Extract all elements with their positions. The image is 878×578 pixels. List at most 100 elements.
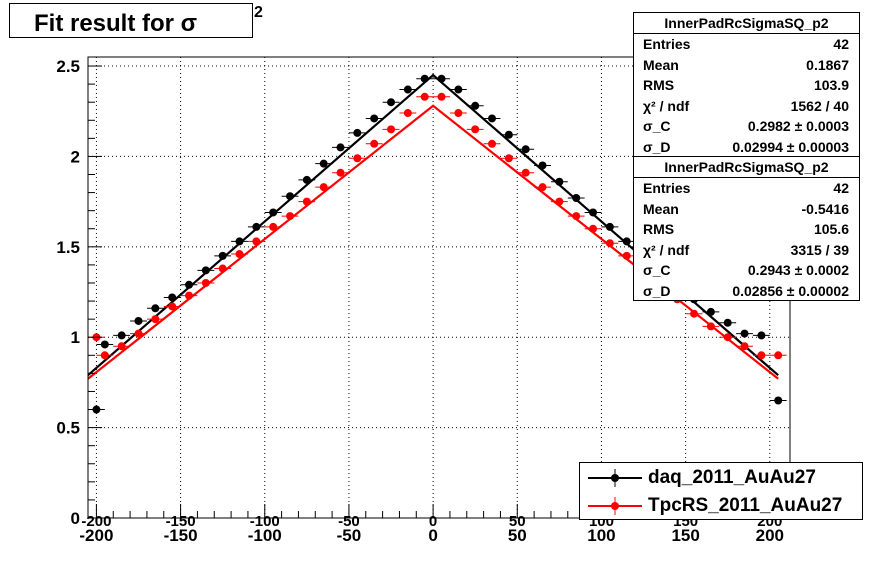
x-tick-label: 0 xyxy=(428,526,437,545)
data-point xyxy=(538,161,547,170)
data-point xyxy=(370,139,379,148)
stats-value: 0.2982 ± 0.0003 xyxy=(747,118,849,135)
data-point xyxy=(336,143,345,152)
data-point xyxy=(774,396,783,405)
data-point xyxy=(488,114,497,123)
x-tick-label: 50 xyxy=(508,526,527,545)
stats-label: Mean xyxy=(643,56,679,73)
stats-row: σ_C 0.2982 ± 0.0003 xyxy=(634,116,859,137)
stats-row: σ_D 0.02856 ± 0.00002 xyxy=(634,281,859,302)
y-tick-label: 2.5 xyxy=(56,57,80,76)
stats-value: 0.1867 xyxy=(806,56,849,73)
data-point xyxy=(117,331,126,340)
stats-row: Mean -0.5416 xyxy=(634,199,859,220)
data-point xyxy=(488,139,497,148)
data-point xyxy=(100,340,109,349)
stats-label: σ_C xyxy=(643,262,671,279)
data-point xyxy=(723,318,732,327)
stats-label: Entries xyxy=(643,36,691,52)
stats-value: 1562 / 40 xyxy=(790,97,849,114)
legend-label-daq: daq_2011_AuAu27 xyxy=(648,467,816,488)
data-point xyxy=(302,197,311,206)
x-tick-label: 100 xyxy=(587,526,615,545)
data-point xyxy=(269,222,278,231)
stats-box-title: InnerPadRcSigmaSQ_p2 xyxy=(634,13,859,34)
data-point xyxy=(168,293,177,302)
x-tick-label-inner: -50 xyxy=(338,513,360,530)
stats-value: 103.9 xyxy=(813,77,849,94)
data-point xyxy=(286,192,295,201)
stats-label: σ_C xyxy=(643,118,671,135)
data-point xyxy=(589,224,598,233)
data-point xyxy=(454,85,463,94)
stats-label: σ_D xyxy=(643,282,671,299)
data-point xyxy=(185,280,194,289)
stats-value: 3315 / 39 xyxy=(790,241,849,258)
stats-row: σ_C 0.2943 ± 0.0002 xyxy=(634,260,859,281)
data-point xyxy=(353,128,362,137)
data-point xyxy=(201,278,210,287)
data-point xyxy=(403,85,412,94)
x-tick-label-inner: -150 xyxy=(166,513,196,530)
data-point xyxy=(302,175,311,184)
y-tick-label: 0 xyxy=(71,509,80,528)
stats-label: χ² / ndf xyxy=(643,97,690,114)
data-point xyxy=(622,251,631,260)
data-point xyxy=(521,168,530,177)
chart-title: Fit result for σ 2 xyxy=(34,4,263,38)
data-point xyxy=(504,130,513,139)
data-point xyxy=(572,194,581,203)
stats-label: RMS xyxy=(643,77,675,94)
data-point xyxy=(521,145,530,154)
stats-value: 0.02856 ± 0.00002 xyxy=(732,282,849,299)
data-point xyxy=(168,302,177,311)
data-point xyxy=(185,291,194,300)
x-tick-label: -200 xyxy=(79,526,113,545)
data-point xyxy=(757,351,766,360)
data-point xyxy=(420,92,429,101)
data-point xyxy=(201,266,210,275)
data-point xyxy=(353,154,362,163)
data-point xyxy=(420,74,429,83)
chart-title-text: Fit result for σ xyxy=(34,10,198,37)
x-tick-label-inner: 50 xyxy=(509,513,526,530)
data-point xyxy=(387,125,396,134)
stats-row: Mean 0.1867 xyxy=(634,55,859,76)
stats-box-daq: InnerPadRcSigmaSQ_p2 Entries 42 Mean 0.186… xyxy=(633,12,860,159)
data-point xyxy=(370,114,379,123)
stats-row: Entries 42 xyxy=(634,178,859,199)
data-point xyxy=(589,208,598,217)
y-tick-label: 1 xyxy=(71,328,80,347)
legend-entry-tpcrs: TpcRS_2011_AuAu27 xyxy=(580,492,862,520)
data-point xyxy=(319,159,328,168)
x-tick-label-inner: 0 xyxy=(429,513,437,530)
stats-row: RMS 105.6 xyxy=(634,219,859,240)
data-point xyxy=(740,342,749,351)
data-point xyxy=(252,222,261,231)
legend: daq_2011_AuAu27 TpcRS_2011_AuAu27 xyxy=(579,462,863,520)
data-point xyxy=(437,74,446,83)
data-point xyxy=(252,237,261,246)
y-tick-label: 1.5 xyxy=(56,238,80,257)
stats-value: 0.02994 ± 0.00003 xyxy=(732,138,849,155)
legend-entry-daq: daq_2011_AuAu27 xyxy=(580,464,862,492)
data-point xyxy=(336,168,345,177)
data-point xyxy=(134,316,143,325)
data-point xyxy=(555,177,564,186)
data-point xyxy=(723,333,732,342)
legend-marker-daq xyxy=(588,469,642,487)
data-point xyxy=(622,237,631,246)
stats-box-tpcrs: InnerPadRcSigmaSQ_p2 Entries 42 Mean -0.54… xyxy=(633,156,860,301)
data-point xyxy=(757,331,766,340)
legend-label-tpcrs: TpcRS_2011_AuAu27 xyxy=(648,495,843,516)
stats-row: χ² / ndf 1562 / 40 xyxy=(634,96,859,117)
data-point xyxy=(706,322,715,331)
data-point xyxy=(286,212,295,221)
legend-marker-tpcrs xyxy=(588,497,642,515)
y-tick-label: 0.5 xyxy=(56,419,80,438)
stats-value: 0.2943 ± 0.0002 xyxy=(747,262,849,279)
x-tick-label: -150 xyxy=(164,526,198,545)
data-point xyxy=(403,109,412,118)
stats-value: 42 xyxy=(833,180,849,196)
stats-row: RMS 103.9 xyxy=(634,75,859,96)
